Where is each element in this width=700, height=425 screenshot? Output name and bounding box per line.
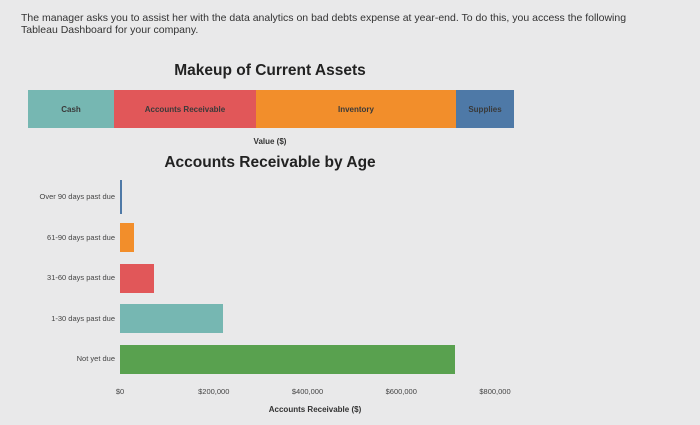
intro-text: The manager asks you to assist her with …: [21, 12, 627, 36]
category-label: 31-60 days past due: [47, 273, 115, 282]
current-assets-stacked-bar: Cash Accounts Receivable Inventory Supplies: [28, 90, 514, 128]
category-label: Not yet due: [76, 354, 115, 363]
segment-supplies[interactable]: Supplies: [456, 90, 514, 128]
x-tick-label: $600,000: [385, 387, 417, 396]
ar-age-x-label: Accounts Receivable ($): [268, 405, 362, 414]
segment-inventory[interactable]: Inventory: [256, 90, 456, 128]
category-label: Over 90 days past due: [39, 192, 115, 201]
bar-61-90-days-past-due[interactable]: [120, 223, 135, 252]
segment-cash[interactable]: Cash: [28, 90, 114, 128]
bar-31-60-days-past-due[interactable]: [120, 263, 154, 293]
bar-over-90-days-past-due[interactable]: [120, 180, 123, 214]
x-tick-label: $800,000: [479, 387, 511, 396]
current-assets-x-label: Value ($): [253, 137, 287, 146]
bar-not-yet-due[interactable]: [120, 344, 456, 374]
x-tick-label: $400,000: [291, 387, 324, 396]
category-label: 1-30 days past due: [51, 313, 115, 323]
x-tick-label: $200,000: [198, 387, 230, 396]
segment-accounts-receivable[interactable]: Accounts Receivable: [114, 90, 256, 128]
bar-1-30-days-past-due[interactable]: [120, 304, 224, 333]
category-label: 61-90 days past due: [47, 232, 115, 242]
current-assets-title: Makeup of Current Assets: [174, 62, 366, 79]
ar-age-title: Accounts Receivable by Age: [164, 154, 376, 171]
x-tick-label: $0: [115, 387, 125, 396]
